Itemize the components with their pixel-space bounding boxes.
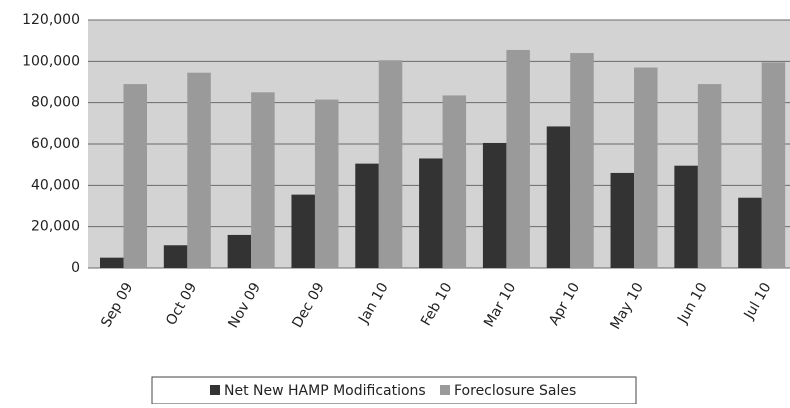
bar: [634, 67, 658, 269]
legend-box: [151, 376, 637, 405]
y-tick-label: 20,000: [31, 219, 80, 235]
bar: [314, 99, 339, 268]
legend-label: Foreclosure Sales: [454, 383, 576, 399]
bar: [123, 84, 147, 268]
bar: [227, 234, 252, 268]
x-tick-label: Mar 10: [481, 280, 519, 330]
legend-swatch: [210, 385, 220, 395]
x-tick-label: Sep 09: [98, 280, 136, 330]
y-tick-label: 0: [71, 260, 80, 276]
bar: [570, 53, 594, 268]
bar: [674, 165, 698, 268]
bar: [291, 194, 315, 268]
x-tick-label: Jan 10: [355, 280, 391, 327]
y-tick-label: 60,000: [31, 136, 80, 152]
x-tick-label: Dec 09: [289, 280, 328, 331]
bar: [482, 142, 507, 268]
bar: [419, 158, 443, 268]
x-tick-label: May 10: [608, 280, 647, 332]
x-tick-label: Nov 09: [225, 280, 264, 331]
bar: [163, 245, 188, 268]
bar: [355, 163, 379, 268]
x-tick-label: Oct 09: [163, 280, 200, 328]
bar: [697, 84, 722, 268]
bar: [442, 95, 467, 268]
legend-swatch: [440, 385, 450, 395]
x-tick-label: Jun 10: [674, 280, 710, 327]
y-tick-label: 80,000: [31, 95, 80, 111]
bar: [100, 257, 124, 268]
bar: [738, 197, 762, 268]
bar: [187, 72, 211, 268]
x-tick-label: Feb 10: [418, 280, 455, 329]
y-tick-label: 100,000: [22, 53, 80, 69]
x-tick-label: Jul 10: [741, 280, 775, 323]
bar: [761, 62, 786, 268]
y-tick-label: 120,000: [22, 12, 80, 28]
bar: [378, 60, 403, 268]
x-tick-label: Apr 10: [546, 280, 583, 328]
legend-label: Net New HAMP Modifications: [224, 383, 426, 399]
bar: [251, 92, 275, 268]
y-tick-label: 40,000: [31, 177, 80, 193]
bar: [506, 49, 530, 268]
bar: [546, 126, 571, 268]
bar: [610, 172, 635, 268]
